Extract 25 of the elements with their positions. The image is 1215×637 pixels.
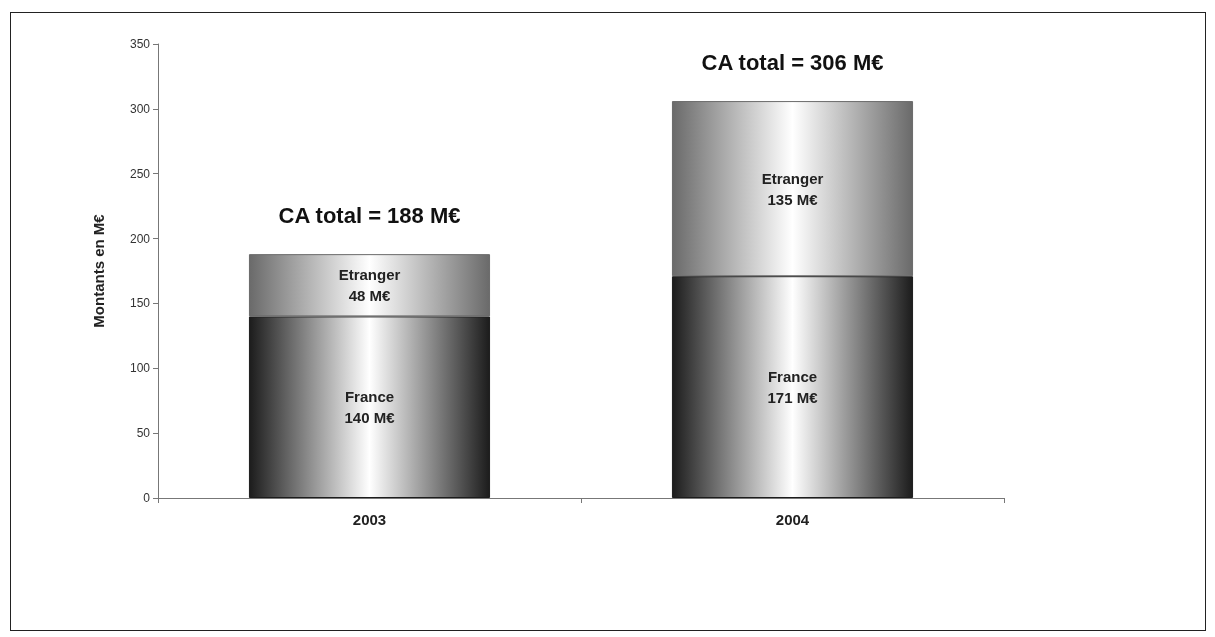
- y-tick-label: 100: [129, 361, 151, 376]
- y-tick-label: 350: [129, 37, 151, 51]
- bar: [248, 316, 491, 498]
- total-label: CA total = 306 M€: [701, 49, 884, 75]
- text: Etranger: [761, 169, 824, 187]
- y-tick-label: 200: [129, 231, 151, 246]
- text: France: [767, 368, 818, 386]
- series-label: France: [344, 388, 395, 406]
- y-tick-label: 0: [143, 491, 151, 505]
- y-tick-label: 250: [129, 166, 151, 181]
- bar: [671, 276, 914, 498]
- y-tick-label: 300: [129, 101, 151, 116]
- x-tick-label: 2004: [775, 511, 810, 528]
- data-label: 135 M€: [767, 190, 819, 208]
- total-label: CA total = 188 M€: [278, 202, 461, 228]
- y-tick-label: 50: [136, 426, 151, 441]
- y-tick-label: 150: [129, 296, 151, 311]
- bar: [671, 101, 914, 277]
- data-label: 48 M€: [348, 287, 391, 305]
- x-tick-label: 2003: [352, 511, 387, 528]
- series-label: Etranger: [338, 266, 401, 284]
- y-axis-title: Montants en M€: [90, 213, 107, 328]
- data-label: 140 M€: [344, 409, 396, 427]
- data-label: 171 M€: [767, 389, 819, 407]
- bar: [248, 254, 491, 317]
